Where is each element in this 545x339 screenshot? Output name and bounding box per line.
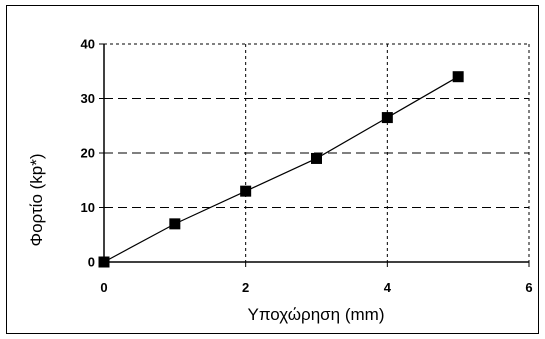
data-point-marker — [240, 185, 252, 197]
y-tick-label: 40 — [81, 37, 95, 52]
x-tick-label: 2 — [242, 280, 249, 295]
tick-labels: 0 10 20 30 40 0 2 4 6 — [81, 37, 533, 296]
x-tick-label: 4 — [384, 280, 392, 295]
y-axis-title: Φορτίο (kp*) — [27, 153, 46, 246]
data-point-marker — [169, 218, 181, 230]
x-tick-label: 0 — [100, 280, 107, 295]
data-point-marker — [452, 71, 464, 83]
series-line — [103, 76, 459, 263]
y-tick-label: 20 — [81, 146, 95, 161]
figure-border — [6, 5, 539, 334]
data-point-marker — [381, 112, 393, 124]
x-tick-label: 6 — [525, 280, 532, 295]
data-point-marker — [311, 152, 322, 164]
y-tick-label: 30 — [81, 91, 95, 106]
data-series — [98, 71, 464, 268]
axes — [99, 43, 530, 267]
x-axis-title: Υποχώρηση (mm) — [247, 305, 384, 324]
data-point-marker — [98, 256, 110, 268]
y-tick-label: 10 — [81, 200, 95, 215]
grid-lines — [104, 44, 529, 262]
y-tick-label: 0 — [88, 255, 95, 270]
